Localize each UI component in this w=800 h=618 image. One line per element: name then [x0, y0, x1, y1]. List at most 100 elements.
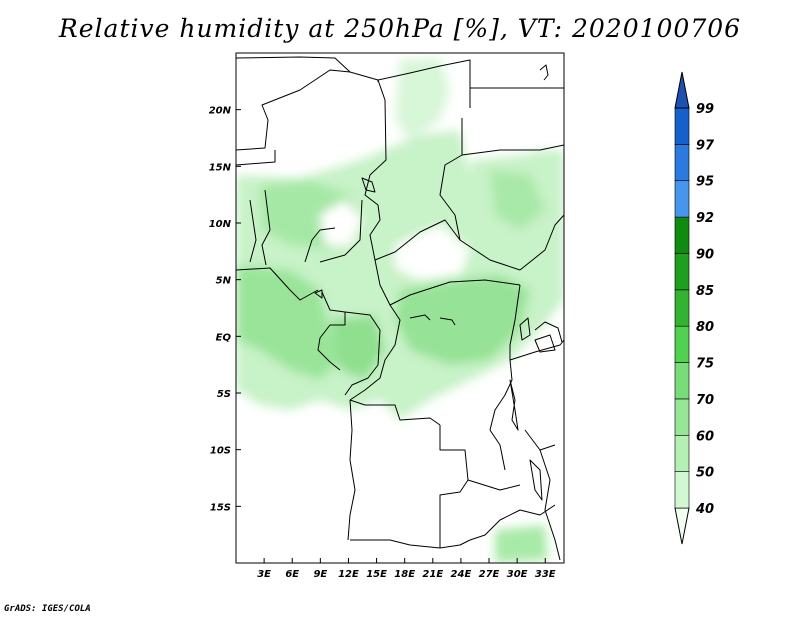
border-path [349, 399, 441, 426]
colorbar: 40 50 60 70 75 80 85 90 92 95 97 99 [674, 71, 715, 545]
y-tick-label: 10N [209, 219, 232, 230]
colorbar-label: 80 [696, 320, 714, 335]
border-path [249, 199, 257, 263]
x-axis: 3E 6E 9E 12E 15E 18E 21E 24E 27E 30E 33E [257, 558, 556, 580]
colorbar-label: 60 [696, 429, 714, 444]
border-path [374, 219, 461, 261]
humidity-patch-congo [330, 315, 385, 380]
colorbar-swatch [674, 471, 690, 509]
border-path [534, 321, 563, 343]
coast-path [539, 64, 549, 81]
border-path [317, 324, 341, 371]
border-path [319, 199, 363, 263]
border-path [364, 79, 387, 261]
lake-outline [534, 334, 556, 353]
map-frame [235, 52, 565, 564]
y-axis: 20N 15N 10N 5N EQ 5S 10S 15S [209, 106, 241, 513]
dry-gap-car [395, 225, 470, 280]
border-path [539, 449, 561, 561]
colorbar-label: 99 [696, 102, 714, 117]
colorbar-label: 97 [696, 138, 715, 153]
humidity-area-north [395, 58, 450, 140]
x-tick-label: 6E [285, 569, 299, 580]
lake-outline [519, 317, 531, 341]
border-path [377, 59, 471, 108]
y-tick-label: 15N [209, 162, 232, 173]
border-path [236, 267, 319, 301]
lake-outline [361, 177, 376, 193]
lake-outline [509, 379, 519, 431]
x-tick-label: 30E [507, 569, 528, 580]
border-path [304, 227, 336, 263]
border-path [439, 118, 521, 271]
border-path [236, 56, 379, 82]
colorbar-label: 92 [696, 211, 714, 226]
x-tick-label: 12E [338, 569, 359, 580]
colorbar-swatch [674, 289, 690, 327]
x-tick-label: 33E [535, 569, 556, 580]
humidity-patch-central [395, 275, 530, 365]
border-path [489, 359, 513, 471]
border-path [347, 399, 356, 541]
humidity-patch-nile [490, 170, 545, 230]
border-path [344, 311, 381, 396]
humidity-patch-gulf [236, 265, 340, 380]
y-tick-label: 5S [217, 389, 231, 400]
x-tick-label: 24E [451, 569, 472, 580]
x-tick-label: 15E [366, 569, 387, 580]
border-path [439, 425, 521, 491]
border-path [236, 69, 351, 151]
y-tick-label: 10S [210, 446, 231, 457]
colorbar-label: 95 [696, 175, 714, 190]
y-tick-label: 5N [216, 276, 232, 287]
x-tick-label: 21E [422, 569, 443, 580]
colorbar-swatch [674, 253, 690, 291]
dry-gap-sudan [470, 115, 564, 160]
border-path [509, 284, 521, 360]
border-path [509, 339, 564, 361]
colorbar-swatch [674, 144, 690, 182]
x-tick-label: 3E [257, 569, 271, 580]
y-tick-label: EQ [216, 332, 232, 343]
colorbar-label: 40 [695, 502, 714, 517]
colorbar-swatch [674, 325, 690, 363]
colorbar-swatch [674, 180, 690, 218]
map-figure: 3E 6E 9E 12E 15E 18E 21E 24E 27E 30E 33E 20N 15N 10N… [209, 52, 715, 580]
colorbar-arrow-low [674, 507, 690, 545]
colorbar-arrow-high [674, 71, 690, 109]
border-path [350, 539, 471, 549]
y-tick-label: 15S [210, 502, 231, 513]
x-tick-label: 9E [313, 569, 327, 580]
country-borders [236, 56, 564, 561]
border-path [349, 304, 401, 401]
colorbar-label: 85 [696, 284, 714, 299]
colorbar-swatch [674, 362, 690, 400]
x-tick-label: 18E [394, 569, 415, 580]
colorbar-label: 75 [696, 357, 714, 372]
colorbar-swatch [674, 216, 690, 254]
border-path [261, 189, 271, 266]
colorbar-swatch [674, 434, 690, 472]
coast-path [439, 317, 456, 326]
x-tick-label: 27E [479, 569, 500, 580]
border-path [524, 429, 556, 451]
border-path [461, 144, 564, 156]
colorbar-label: 90 [696, 247, 714, 262]
humidity-shading [236, 58, 564, 563]
border-path [439, 479, 469, 548]
border-path [519, 214, 564, 271]
y-tick-label: 20N [209, 106, 232, 117]
lake-outline [529, 459, 543, 501]
island-outline [314, 289, 323, 299]
colorbar-swatch [674, 398, 690, 436]
colorbar-swatch [674, 107, 690, 145]
humidity-area-southeast [495, 525, 548, 563]
border-path [374, 259, 521, 306]
grads-credit: GrADS: IGES/COLA [4, 604, 91, 614]
coast-path [409, 314, 431, 321]
map-title: Relative humidity at 250hPa [%], VT: 202… [58, 14, 742, 43]
border-path [469, 504, 556, 541]
border-path [236, 150, 276, 166]
colorbar-label: 70 [696, 393, 714, 408]
dry-gap-chad [320, 200, 362, 245]
